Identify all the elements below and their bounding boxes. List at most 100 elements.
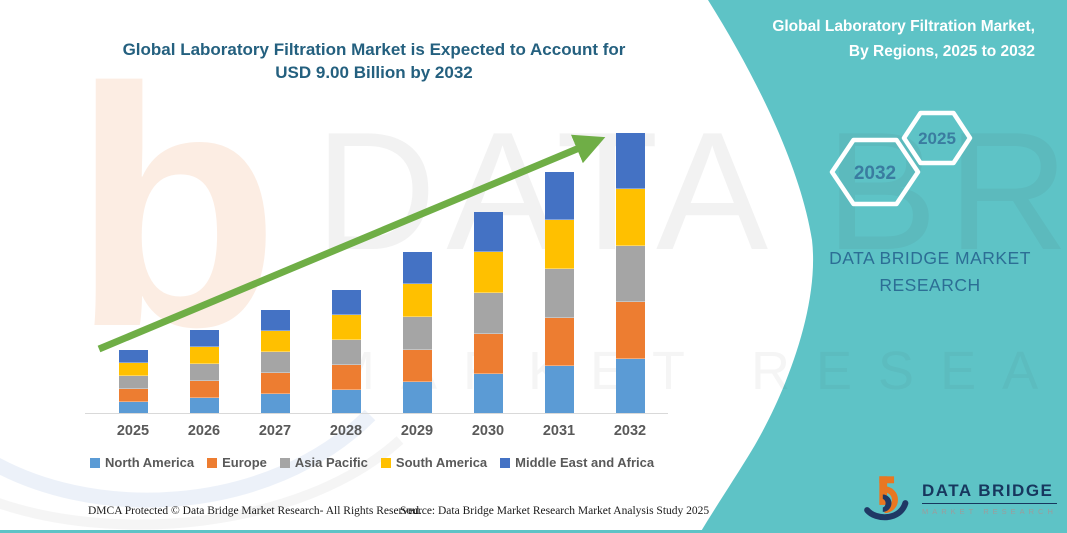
brand-text-line1: DATA BRIDGE MARKET [829,248,1031,268]
segment-europe-2030 [473,333,503,375]
x-axis-line [85,413,668,414]
stacked-bar-2026 [189,330,219,414]
segment-middle-east-and-africa-2031 [544,171,574,221]
stacked-bar-2025 [118,350,148,414]
x-axis-label-2030: 2030 [471,423,505,439]
segment-north-america-2028 [331,390,361,414]
stacked-bar-2032 [615,133,645,414]
stacked-bar-2028 [331,290,361,414]
legend-label-middle-east-and-africa: Middle East and Africa [515,455,655,470]
x-axis-labels: 2025 2026 2027 2028 2029 2030 2031 2032 [0,423,700,443]
segment-middle-east-and-africa-2029 [402,251,432,285]
legend-swatch-south-america [380,457,391,468]
legend-swatch-europe [207,457,218,468]
stacked-bar-2031 [544,171,574,414]
segment-south-america-2025 [118,363,148,376]
segment-middle-east-and-africa-2032 [615,133,645,190]
legend-label-south-america: South America [395,455,488,470]
segment-north-america-2025 [118,402,148,414]
footer-source-text: Source: Data Bridge Market Research Mark… [400,505,710,517]
segment-middle-east-and-africa-2030 [473,211,503,253]
segment-europe-2026 [189,381,219,398]
segment-europe-2025 [118,389,148,402]
company-logo-name: DATA BRIDGE [922,481,1057,504]
segment-north-america-2026 [189,398,219,414]
segment-south-america-2031 [544,220,574,269]
segment-asia-pacific-2029 [402,316,432,350]
legend-swatch-middle-east-and-africa [500,457,511,468]
company-logo: DATA BRIDGE MARKET RESEARCH [862,472,1057,524]
legend-item-asia-pacific: Asia Pacific [279,455,368,470]
segment-south-america-2028 [331,315,361,340]
segment-europe-2032 [615,302,645,359]
company-logo-text: DATA BRIDGE MARKET RESEARCH [922,481,1057,516]
legend-item-middle-east-and-africa: Middle East and Africa [500,455,654,470]
side-panel-title-line1: Global Laboratory Filtration Market, [772,18,1035,35]
segment-south-america-2032 [615,189,645,246]
x-axis-label-2028: 2028 [329,423,363,439]
segment-asia-pacific-2031 [544,268,574,318]
hexagon-2025: 2025 [901,110,973,166]
segment-north-america-2031 [544,366,574,414]
legend-swatch-north-america [90,457,100,468]
side-panel-title: Global Laboratory Filtration Market, By … [705,14,1035,64]
brand-text: DATA BRIDGE MARKET RESEARCH [798,245,1062,299]
segment-asia-pacific-2026 [189,364,219,381]
legend-item-north-america: North America [90,455,194,470]
segment-south-america-2029 [402,284,432,317]
trend-arrow [97,134,606,353]
side-panel-title-line2: By Regions, 2025 to 2032 [848,43,1035,60]
bottom-accent-rule [0,530,1067,533]
segment-middle-east-and-africa-2028 [331,290,361,315]
segment-north-america-2029 [402,382,432,414]
segment-south-america-2026 [189,347,219,364]
x-axis-label-2031: 2031 [542,423,576,439]
segment-asia-pacific-2032 [615,245,645,303]
legend-item-south-america: South America [380,455,488,470]
company-logo-icon [864,476,909,521]
segment-south-america-2027 [260,331,290,352]
segment-middle-east-and-africa-2027 [260,310,290,331]
hexagon-badges: 2032 2025 [829,110,973,207]
footer-dmca-text: DMCA Protected © Data Bridge Market Rese… [88,505,422,517]
segment-asia-pacific-2027 [260,352,290,373]
stacked-bar-2030 [473,211,503,414]
stacked-bar-2029 [402,251,432,414]
x-axis-label-2029: 2029 [400,423,434,439]
x-axis-label-2025: 2025 [116,423,150,439]
segment-europe-2029 [402,349,432,383]
segment-asia-pacific-2025 [118,376,148,389]
segment-middle-east-and-africa-2026 [189,330,219,347]
legend-label-north-america: North America [105,455,195,470]
segment-north-america-2032 [615,358,645,414]
legend-item-europe: Europe [207,455,267,470]
legend-label-asia-pacific: Asia Pacific [294,455,368,470]
x-axis-label-2032: 2032 [613,423,647,439]
hexagon-2032-label: 2032 [854,163,896,184]
hexagon-2032: 2032 [829,137,921,207]
segment-europe-2028 [331,365,361,390]
legend: North America Europe Asia Pacific South Ame… [90,455,690,470]
segment-asia-pacific-2030 [473,292,503,334]
company-logo-tagline: MARKET RESEARCH [922,506,1057,516]
segment-south-america-2030 [473,252,503,293]
brand-text-line2: RESEARCH [879,275,981,295]
legend-label-europe: Europe [222,455,267,470]
segment-asia-pacific-2028 [331,340,361,365]
chart-title-line1: Global Laboratory Filtration Market is E… [122,40,626,59]
x-axis-label-2027: 2027 [258,423,292,439]
segment-north-america-2030 [473,374,503,414]
segment-north-america-2027 [260,394,290,414]
chart-title: Global Laboratory Filtration Market is E… [85,38,663,84]
segment-europe-2027 [260,373,290,394]
chart-title-line2: USD 9.00 Billion by 2032 [275,63,473,82]
stacked-bar-2027 [260,310,290,414]
legend-swatch-asia-pacific [279,457,290,468]
x-axis-label-2026: 2026 [187,423,221,439]
segment-europe-2031 [544,317,574,367]
segment-middle-east-and-africa-2025 [118,350,148,363]
bars-layer [118,133,645,414]
hexagon-2025-label: 2025 [918,129,956,148]
